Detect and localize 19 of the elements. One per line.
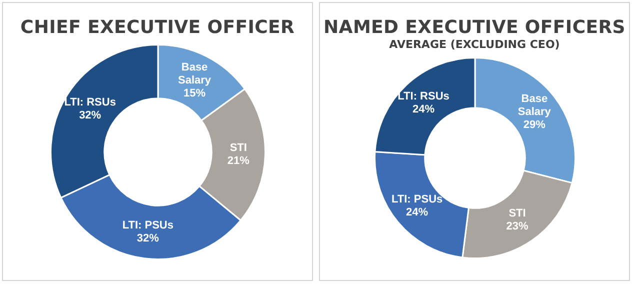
chart-title: NAMED EXECUTIVE OFFICERS	[322, 17, 626, 38]
data-label: 21%	[226, 155, 250, 168]
slice-label: LTI: RSUs	[64, 96, 116, 108]
chart-title: CHIEF EXECUTIVE OFFICER	[19, 17, 296, 38]
slice-label: STI	[229, 142, 246, 154]
chart-subtitle: AVERAGE (EXCLUDING CEO)	[388, 38, 561, 51]
slice-label: Base Salary	[517, 92, 552, 118]
data-label: 32%	[78, 109, 101, 122]
data-label: 24%	[406, 206, 428, 218]
slice-label: LTI: PSUs	[390, 193, 442, 206]
data-label: 32%	[136, 232, 159, 244]
data-label: 24%	[412, 104, 434, 116]
data-label: 23%	[506, 220, 528, 233]
slice-label: Base Salary	[178, 61, 212, 86]
slice-label: LTI: RSUs	[397, 90, 449, 103]
data-label: 29%	[522, 118, 546, 131]
slice-label: STI	[508, 208, 526, 220]
data-label: 15%	[183, 87, 206, 100]
slice-label: LTI: PSUs	[122, 219, 173, 232]
